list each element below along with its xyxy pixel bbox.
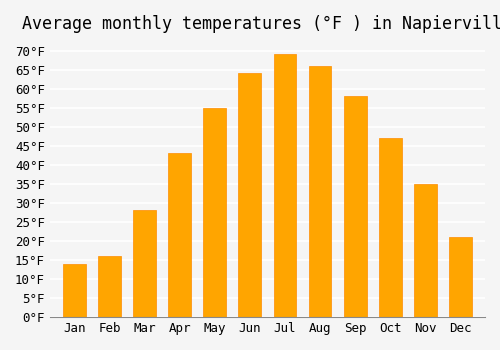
Bar [308,66,332,317]
Bar [98,256,121,317]
Bar [449,237,472,317]
Bar [133,210,156,317]
Bar [379,138,402,317]
Bar [274,54,296,317]
Title: Average monthly temperatures (°F ) in Napierville: Average monthly temperatures (°F ) in Na… [22,15,500,33]
Bar [344,96,366,317]
Bar [238,74,262,317]
Bar [414,184,436,317]
Bar [168,153,191,317]
Bar [63,264,86,317]
Bar [204,108,226,317]
